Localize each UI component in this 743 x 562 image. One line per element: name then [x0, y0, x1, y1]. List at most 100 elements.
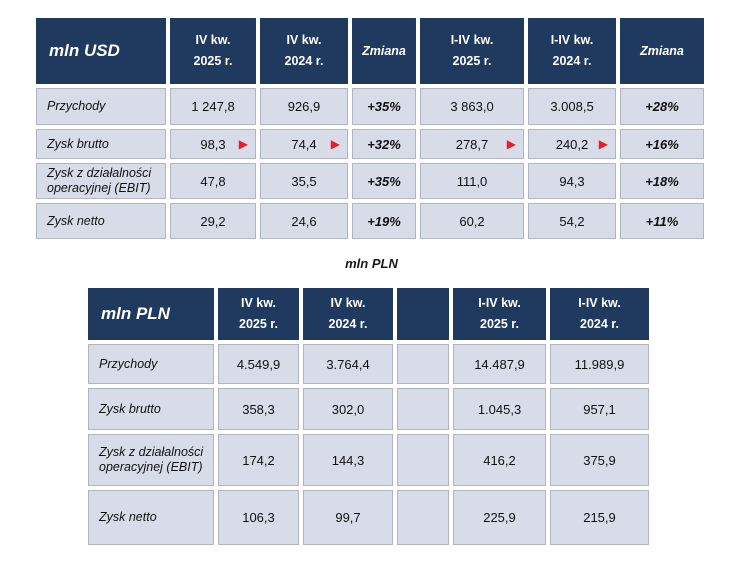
col-header-line2: 2024 r. — [284, 54, 324, 68]
col-header-line2: 2025 r. — [239, 317, 278, 331]
change-cell: +32% — [352, 129, 416, 159]
value-cell: 54,2 — [528, 203, 616, 239]
row-label: Przychody — [88, 344, 214, 384]
spacer-cell — [397, 388, 449, 430]
value-cell: 926,9 — [260, 88, 348, 125]
pln-col-header-q4-2025: IV kw. 2025 r. — [218, 288, 299, 340]
value-cell: 416,2 — [453, 434, 546, 486]
value-cell: 957,1 — [550, 388, 649, 430]
col-header-line2: 2025 r. — [193, 54, 233, 68]
value-cell: 174,2 — [218, 434, 299, 486]
table-row: Zysk netto 106,3 99,7 225,9 215,9 — [88, 490, 649, 545]
value-cell: 99,7 — [303, 490, 393, 545]
value-cell: 144,3 — [303, 434, 393, 486]
increase-flag-icon: ▶ — [238, 137, 248, 151]
value-cell: 1 247,8 — [170, 88, 256, 125]
col-header-line2: 2025 r. — [480, 317, 519, 331]
increase-flag-icon: ▶ — [598, 137, 608, 151]
cell-value: 98,3 — [200, 136, 226, 152]
value-cell: 14.487,9 — [453, 344, 546, 384]
usd-col-header-q4-2024: IV kw. 2024 r. — [260, 18, 348, 84]
change-cell: +16% — [620, 129, 704, 159]
usd-col-header-q4-2025: IV kw. 2025 r. — [170, 18, 256, 84]
pln-col-header-ytd-2025: I-IV kw. 2025 r. — [453, 288, 546, 340]
pln-table-title: mln PLN — [88, 288, 214, 340]
value-cell: 3.008,5 — [528, 88, 616, 125]
change-cell: +35% — [352, 163, 416, 199]
value-cell: 74,4 ▶ — [260, 129, 348, 159]
increase-flag-icon: ▶ — [330, 137, 340, 151]
row-label: Zysk brutto — [88, 388, 214, 430]
value-cell: 11.989,9 — [550, 344, 649, 384]
row-label: Zysk brutto — [36, 129, 166, 159]
cell-value: 74,4 — [291, 136, 317, 152]
table-row: Zysk z działalności operacyjnej (EBIT) 4… — [36, 163, 704, 199]
value-cell: 215,9 — [550, 490, 649, 545]
col-header-line1: I-IV kw. — [450, 33, 494, 47]
change-cell: +28% — [620, 88, 704, 125]
spacer-cell — [397, 490, 449, 545]
row-label: Zysk z działalności operacyjnej (EBIT) — [88, 434, 214, 486]
value-cell: 3.764,4 — [303, 344, 393, 384]
col-header-line1: IV kw. — [286, 33, 322, 47]
value-cell: 24,6 — [260, 203, 348, 239]
usd-table: mln USD IV kw. 2025 r. IV kw. 2024 r. Zm… — [32, 14, 708, 243]
value-cell: 60,2 — [420, 203, 524, 239]
value-cell: 278,7 ▶ — [420, 129, 524, 159]
usd-header-row: mln USD IV kw. 2025 r. IV kw. 2024 r. Zm… — [36, 18, 704, 84]
pln-header-row: mln PLN IV kw. 2025 r. IV kw. 2024 r. I-… — [88, 288, 649, 340]
value-cell: 47,8 — [170, 163, 256, 199]
value-cell: 98,3 ▶ — [170, 129, 256, 159]
usd-col-header-ytd-2025: I-IV kw. 2025 r. — [420, 18, 524, 84]
value-cell: 375,9 — [550, 434, 649, 486]
value-cell: 106,3 — [218, 490, 299, 545]
value-cell: 358,3 — [218, 388, 299, 430]
table-row: Zysk z działalności operacyjnej (EBIT) 1… — [88, 434, 649, 486]
pln-col-header-spacer — [397, 288, 449, 340]
usd-col-header-change-q4: Zmiana — [352, 18, 416, 84]
row-label: Zysk netto — [88, 490, 214, 545]
change-cell: +19% — [352, 203, 416, 239]
table-row: Zysk brutto 358,3 302,0 1.045,3 957,1 — [88, 388, 649, 430]
pln-section-title: mln PLN — [345, 256, 398, 271]
col-header-line2: 2025 r. — [452, 54, 492, 68]
col-header-line1: IV kw. — [330, 296, 366, 310]
col-header-line1: Zmiana — [362, 43, 406, 58]
change-cell: +11% — [620, 203, 704, 239]
col-header-line2: 2024 r. — [580, 317, 619, 331]
col-header-line1: I-IV kw. — [478, 296, 521, 310]
change-cell: +18% — [620, 163, 704, 199]
value-cell: 225,9 — [453, 490, 546, 545]
value-cell: 1.045,3 — [453, 388, 546, 430]
pln-table: mln PLN IV kw. 2025 r. IV kw. 2024 r. I-… — [84, 284, 653, 549]
col-header-line1: IV kw. — [241, 296, 276, 310]
usd-table-title: mln USD — [36, 18, 166, 84]
col-header-line1: I-IV kw. — [578, 296, 621, 310]
row-label: Zysk z działalności operacyjnej (EBIT) — [36, 163, 166, 199]
row-label: Przychody — [36, 88, 166, 125]
pln-col-header-ytd-2024: I-IV kw. 2024 r. — [550, 288, 649, 340]
spacer-cell — [397, 434, 449, 486]
value-cell: 302,0 — [303, 388, 393, 430]
value-cell: 29,2 — [170, 203, 256, 239]
cell-value: 278,7 — [455, 136, 489, 152]
value-cell: 94,3 — [528, 163, 616, 199]
pln-col-header-q4-2024: IV kw. 2024 r. — [303, 288, 393, 340]
row-label: Zysk netto — [36, 203, 166, 239]
col-header-line1: IV kw. — [195, 33, 231, 47]
table-row: Zysk brutto 98,3 ▶ 74,4 ▶ +32% 278,7 ▶ 2… — [36, 129, 704, 159]
value-cell: 111,0 — [420, 163, 524, 199]
col-header-line1: I-IV kw. — [550, 33, 594, 47]
usd-col-header-ytd-2024: I-IV kw. 2024 r. — [528, 18, 616, 84]
col-header-line2: 2024 r. — [328, 317, 368, 331]
change-cell: +35% — [352, 88, 416, 125]
col-header-line2: 2024 r. — [552, 54, 592, 68]
table-row: Przychody 1 247,8 926,9 +35% 3 863,0 3.0… — [36, 88, 704, 125]
col-header-line1: Zmiana — [640, 43, 684, 58]
value-cell: 4.549,9 — [218, 344, 299, 384]
increase-flag-icon: ▶ — [506, 137, 516, 151]
spacer-cell — [397, 344, 449, 384]
value-cell: 240,2 ▶ — [528, 129, 616, 159]
table-row: Zysk netto 29,2 24,6 +19% 60,2 54,2 +11% — [36, 203, 704, 239]
usd-col-header-change-ytd: Zmiana — [620, 18, 704, 84]
